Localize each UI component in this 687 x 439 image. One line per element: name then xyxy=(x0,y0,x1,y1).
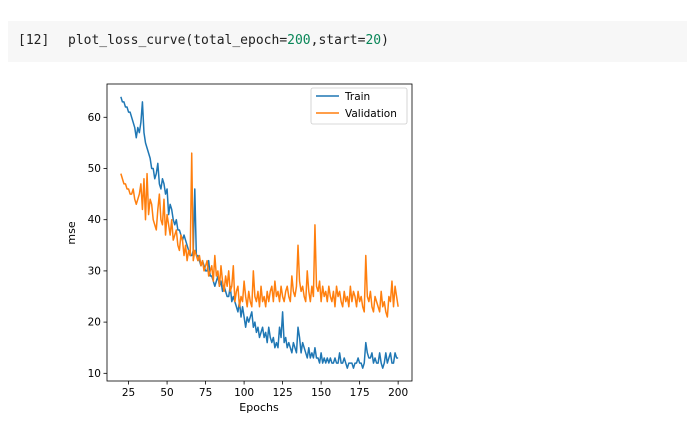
series-line-train xyxy=(120,96,399,369)
x-tick-label: 25 xyxy=(122,387,135,399)
y-axis-label: mse xyxy=(65,221,78,244)
code-end: ) xyxy=(381,33,389,48)
y-tick-label: 10 xyxy=(88,368,101,380)
code-arg-total-epoch: 200 xyxy=(287,33,311,48)
code-cell[interactable]: [12] plot_loss_curve(total_epoch=200,sta… xyxy=(8,21,687,62)
y-tick-label: 60 xyxy=(88,112,101,124)
y-tick-label: 20 xyxy=(88,317,101,329)
series-line-validation xyxy=(120,152,399,318)
loss-curve-chart: 25 50 75 100 125 150 175 200 10 20 30 40 50 60 Epochs… xyxy=(65,83,413,414)
code-arg-start: 20 xyxy=(365,33,382,48)
cell-prompt: [12] xyxy=(18,33,50,48)
x-tick-label: 50 xyxy=(160,387,173,399)
x-tick-label: 200 xyxy=(388,387,408,399)
legend-label-validation: Validation xyxy=(345,108,397,120)
x-tick-label: 175 xyxy=(350,387,370,399)
cell-code[interactable]: plot_loss_curve(total_epoch=200,start=20… xyxy=(68,33,389,48)
code-function: plot_loss_curve(total_epoch= xyxy=(68,33,288,48)
y-tick-label: 50 xyxy=(88,163,101,175)
code-mid: ,start= xyxy=(310,33,366,48)
cell-output: 25 50 75 100 125 150 175 200 10 20 30 40 50 60 Epochs… xyxy=(60,78,420,423)
x-tick-label: 75 xyxy=(199,387,212,399)
x-tick-label: 150 xyxy=(311,387,331,399)
x-axis-label: Epochs xyxy=(239,401,279,414)
legend-label-train: Train xyxy=(344,91,370,103)
y-tick-label: 30 xyxy=(88,265,101,277)
y-tick-label: 40 xyxy=(88,214,101,226)
plot-frame xyxy=(106,83,413,382)
x-tick-label: 100 xyxy=(234,387,254,399)
legend: Train Validation xyxy=(310,87,408,125)
x-tick-label: 125 xyxy=(273,387,293,399)
legend-box xyxy=(310,87,408,125)
